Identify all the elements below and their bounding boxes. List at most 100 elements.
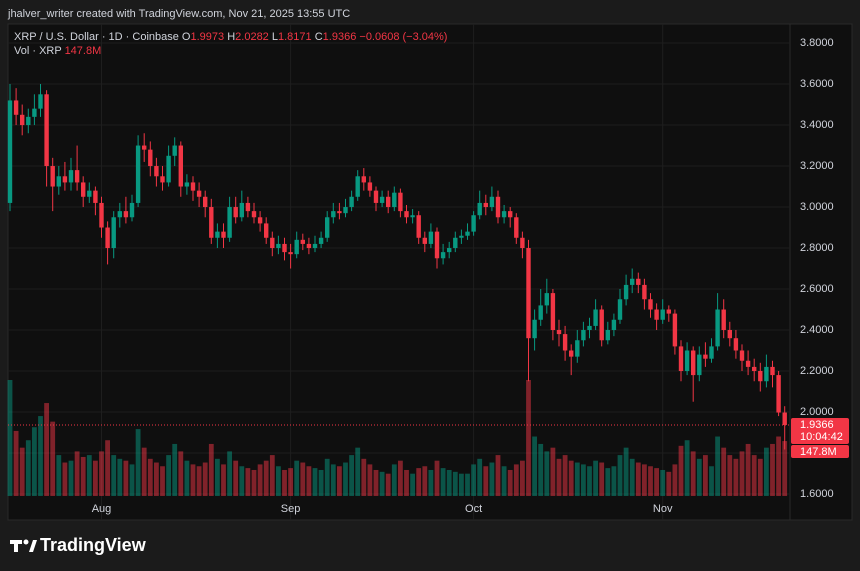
volume-bar (62, 462, 68, 496)
candle-body (721, 309, 726, 331)
volume-bar (434, 460, 440, 496)
legend: XRP / U.S. Dollar · 1D · Coinbase O1.997… (14, 31, 447, 43)
candle-body (312, 243, 318, 249)
volume-bar (471, 464, 476, 496)
volume-bar (526, 380, 531, 496)
volume-bar (294, 460, 300, 496)
y-tick-label: 3.6000 (800, 78, 834, 90)
candle-body (343, 207, 348, 214)
y-tick-label: 2.4000 (800, 324, 834, 336)
volume-bar (312, 468, 318, 496)
candle-body (349, 196, 354, 208)
volume-title: Vol · XRP (14, 45, 62, 57)
candle-body (154, 166, 159, 177)
volume-bar (489, 462, 495, 496)
volume-bar (648, 466, 653, 496)
volume-bar (251, 469, 257, 496)
y-tick-label: 2.2000 (800, 365, 834, 377)
y-tick-label: 3.8000 (800, 37, 834, 49)
volume-bar (263, 460, 269, 496)
volume-label: 147.8M (800, 446, 837, 458)
candle-body (434, 231, 440, 259)
volume-bar (727, 455, 733, 496)
last-price-box (791, 417, 849, 444)
volume-bar (19, 447, 25, 496)
volume-bar (757, 458, 763, 496)
candle-body (142, 145, 147, 150)
candle-body (715, 309, 720, 347)
volume-bar (782, 441, 788, 496)
y-tick-label: 3.2000 (800, 160, 834, 172)
volume-bar (660, 469, 666, 496)
volume-legend: Vol · XRP 147.8M (14, 45, 101, 57)
volume-bar (160, 466, 165, 496)
volume-bar (172, 443, 178, 496)
candle-body (617, 299, 623, 320)
logo-shape (14, 540, 18, 552)
volume-bar (44, 403, 49, 496)
candle-body (556, 330, 562, 335)
candle-body (331, 211, 336, 218)
candle-body (483, 202, 488, 208)
candle-body (172, 145, 177, 156)
candle-body (355, 176, 360, 197)
candle-body (758, 370, 763, 382)
volume-bar (80, 456, 86, 496)
volume-bar (696, 458, 702, 496)
legend-key: O (181, 31, 191, 43)
candle-body (709, 346, 714, 359)
volume-bar (300, 462, 306, 496)
volume-bar (483, 466, 489, 496)
volume-bar (501, 466, 507, 496)
volume-bar (32, 427, 37, 496)
candle-body (20, 114, 25, 126)
candle-body (410, 215, 415, 218)
x-tick-label: Aug (92, 503, 112, 515)
y-tick-label: 3.4000 (800, 119, 834, 131)
legend-value: 1.8171 (278, 31, 312, 43)
volume-bar (208, 443, 214, 496)
candle-body (44, 94, 49, 167)
candle-body (325, 217, 330, 238)
volume-bar (538, 443, 544, 496)
candle-body (581, 330, 586, 341)
candle-body (453, 237, 458, 249)
legend-value: 1.9973 (190, 31, 225, 43)
candle-body (666, 309, 671, 314)
volume-bar (739, 451, 745, 496)
candle-body (50, 166, 55, 187)
volume-bar (373, 469, 379, 496)
candle-body (367, 182, 373, 191)
candle-body (745, 360, 751, 367)
volume-bar (715, 436, 720, 496)
legend-key: C (314, 31, 323, 43)
volume-bar (184, 460, 190, 496)
candle-body (684, 350, 690, 371)
volume-bar (50, 421, 56, 496)
volume-bar (574, 462, 580, 496)
candle-body (770, 366, 775, 376)
volume-bar (38, 416, 43, 496)
volume-bar (666, 471, 672, 496)
volume-bar (385, 473, 391, 496)
candle-body (648, 299, 653, 310)
candle-body (459, 235, 464, 238)
candle-body (318, 237, 324, 244)
volume-bars (7, 380, 788, 496)
candle-body (379, 196, 385, 203)
volume-bar (117, 458, 123, 496)
volume-bar (459, 473, 464, 496)
volume-bar (507, 469, 513, 496)
candle-body (111, 217, 116, 249)
candle-body (398, 192, 403, 212)
volume-bar (751, 455, 757, 496)
volume-bar (587, 466, 592, 496)
candle-body (544, 293, 549, 306)
candle-body (68, 170, 74, 183)
volume-bar (654, 468, 659, 496)
candle-body (392, 192, 397, 208)
candle-body (569, 350, 574, 357)
candle-body (526, 248, 531, 339)
volume-bar (154, 462, 159, 496)
volume-bar (257, 464, 263, 496)
